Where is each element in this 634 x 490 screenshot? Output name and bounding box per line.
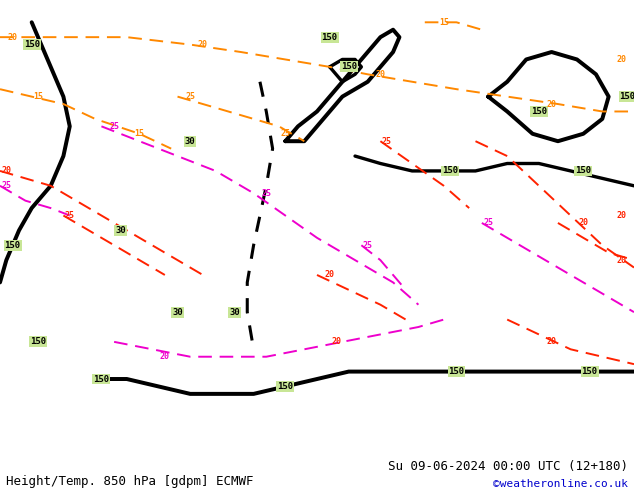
Text: 150: 150 xyxy=(4,241,21,250)
Text: 20: 20 xyxy=(616,55,626,64)
Text: Su 09-06-2024 00:00 UTC (12+180): Su 09-06-2024 00:00 UTC (12+180) xyxy=(387,460,628,473)
Text: 150: 150 xyxy=(442,167,458,175)
Text: 150: 150 xyxy=(575,167,592,175)
Text: 25: 25 xyxy=(185,92,195,101)
Text: 150: 150 xyxy=(23,40,40,49)
Text: 25: 25 xyxy=(382,137,392,146)
Text: 15: 15 xyxy=(134,129,145,138)
Text: 20: 20 xyxy=(375,70,385,79)
Text: 20: 20 xyxy=(1,167,11,175)
Text: 25: 25 xyxy=(483,219,493,227)
Text: 25: 25 xyxy=(1,181,11,190)
Text: 30: 30 xyxy=(172,308,183,317)
Text: 20: 20 xyxy=(547,99,557,109)
Text: 20: 20 xyxy=(325,270,335,279)
Text: 30: 30 xyxy=(115,226,126,235)
Text: 20: 20 xyxy=(198,40,208,49)
Text: Height/Temp. 850 hPa [gdpm] ECMWF: Height/Temp. 850 hPa [gdpm] ECMWF xyxy=(6,474,254,488)
Text: 20: 20 xyxy=(578,219,588,227)
Text: 30: 30 xyxy=(185,137,195,146)
Text: 150: 150 xyxy=(448,367,465,376)
Text: 15: 15 xyxy=(439,18,449,27)
Text: 150: 150 xyxy=(340,62,357,72)
Text: 150: 150 xyxy=(321,33,338,42)
Text: 20: 20 xyxy=(331,337,341,346)
Text: 20: 20 xyxy=(8,33,18,42)
Text: 150: 150 xyxy=(93,374,110,384)
Text: ©weatheronline.co.uk: ©weatheronline.co.uk xyxy=(493,479,628,489)
Text: 25: 25 xyxy=(109,122,119,131)
Text: 150: 150 xyxy=(30,337,46,346)
Text: 15: 15 xyxy=(33,92,43,101)
Text: 25: 25 xyxy=(65,211,75,220)
Text: 25: 25 xyxy=(261,189,271,198)
Text: 30: 30 xyxy=(230,308,240,317)
Text: 20: 20 xyxy=(616,211,626,220)
Text: 150: 150 xyxy=(581,367,598,376)
Text: 150: 150 xyxy=(531,107,547,116)
Text: 20: 20 xyxy=(160,352,170,361)
Text: 20: 20 xyxy=(547,337,557,346)
Text: 150: 150 xyxy=(619,92,634,101)
Text: 20: 20 xyxy=(616,256,626,265)
Text: 25: 25 xyxy=(363,241,373,250)
Text: 150: 150 xyxy=(277,382,294,391)
Text: 25: 25 xyxy=(280,129,290,138)
